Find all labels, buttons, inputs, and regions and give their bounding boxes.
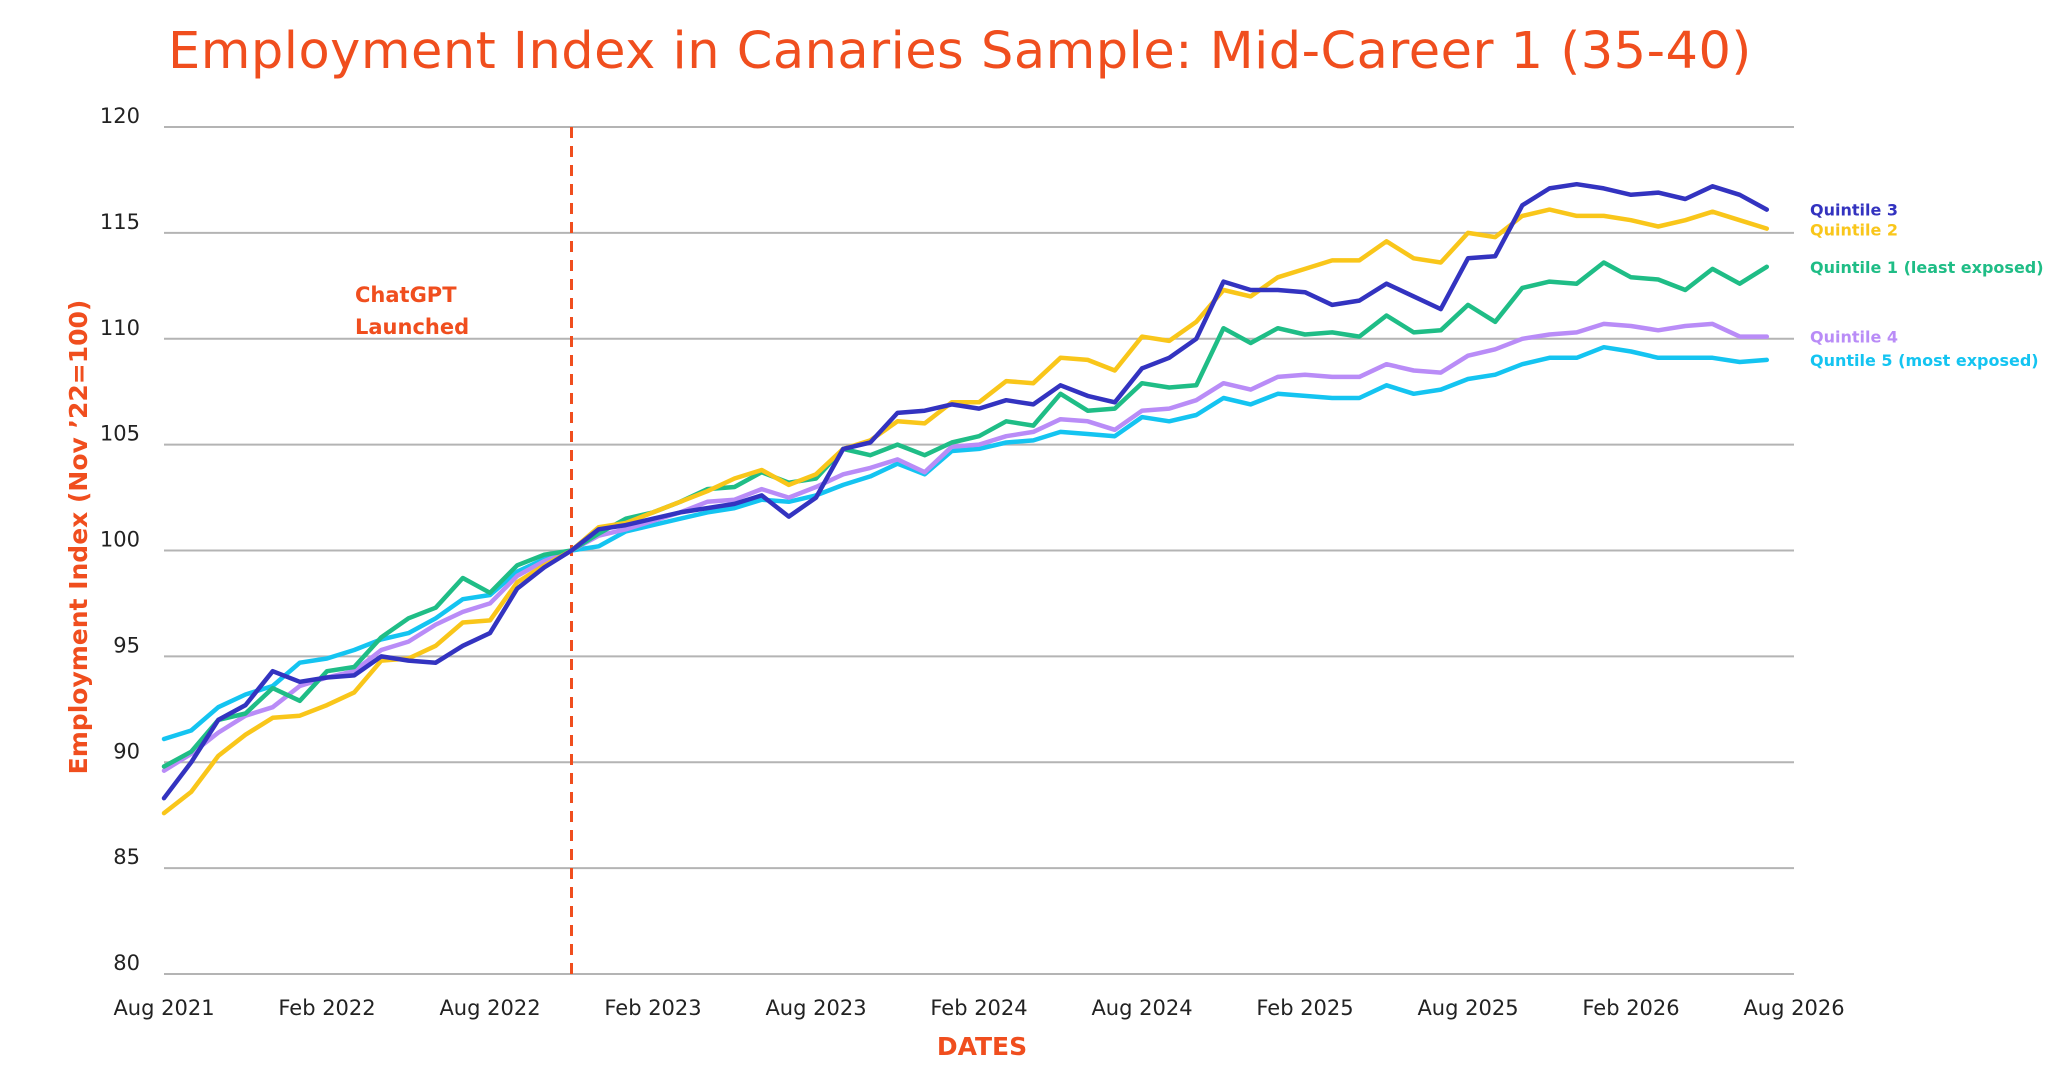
x-axis-title: DATES xyxy=(937,1032,1027,1061)
y-tick-label: 95 xyxy=(113,633,140,657)
y-axis-ticks: 80 85 90 95 100 105 110 115 120 xyxy=(100,104,140,975)
annotation-label: ChatGPT xyxy=(355,283,457,307)
legend-label: Quintile 1 (least exposed) xyxy=(1810,258,2044,277)
series-line-quintile-1-least-exposed xyxy=(161,260,1770,769)
x-tick-label: Feb 2022 xyxy=(278,996,375,1020)
chart-title: Employment Index in Canaries Sample: Mid… xyxy=(168,22,1752,81)
x-tick-label: Feb 2025 xyxy=(1256,996,1353,1020)
x-tick-label: Feb 2023 xyxy=(604,996,701,1020)
x-tick-label: Aug 2021 xyxy=(113,996,214,1020)
x-tick-label: Aug 2024 xyxy=(1091,996,1192,1020)
x-tick-label: Feb 2026 xyxy=(1582,996,1679,1020)
y-tick-label: 115 xyxy=(100,210,140,234)
y-tick-label: 80 xyxy=(113,951,140,975)
series-lines xyxy=(161,181,1770,816)
legend-label: Quintile 3 xyxy=(1810,201,1898,220)
series-line-quintile-4 xyxy=(161,321,1770,773)
x-tick-label: Feb 2024 xyxy=(930,996,1027,1020)
y-tick-label: 85 xyxy=(113,845,140,869)
x-tick-label: Aug 2022 xyxy=(439,996,540,1020)
y-tick-label: 105 xyxy=(100,422,140,446)
x-tick-label: Aug 2025 xyxy=(1417,996,1518,1020)
annotation-label: Launched xyxy=(355,315,469,339)
series-line-quintile-3 xyxy=(161,181,1770,801)
series-line-quintile-2 xyxy=(161,207,1770,816)
legend-label: Quintile 2 xyxy=(1810,221,1898,240)
y-tick-label: 110 xyxy=(100,316,140,340)
legend-label: Quintile 4 xyxy=(1810,328,1898,347)
gridlines xyxy=(164,126,1794,975)
x-tick-label: Aug 2023 xyxy=(765,996,866,1020)
x-axis-ticks: Aug 2021 Feb 2022 Aug 2022 Feb 2023 Aug 2023… xyxy=(113,996,1844,1020)
series-line-quntile-5-most-exposed xyxy=(161,344,1770,742)
y-tick-label: 100 xyxy=(100,528,140,552)
y-tick-label: 120 xyxy=(100,104,140,128)
y-tick-label: 90 xyxy=(113,739,140,763)
legend-label: Quntile 5 (most exposed) xyxy=(1810,351,2039,370)
x-tick-label: Aug 2026 xyxy=(1743,996,1844,1020)
y-axis-title: Employment Index (Nov ’22=100) xyxy=(64,300,93,775)
